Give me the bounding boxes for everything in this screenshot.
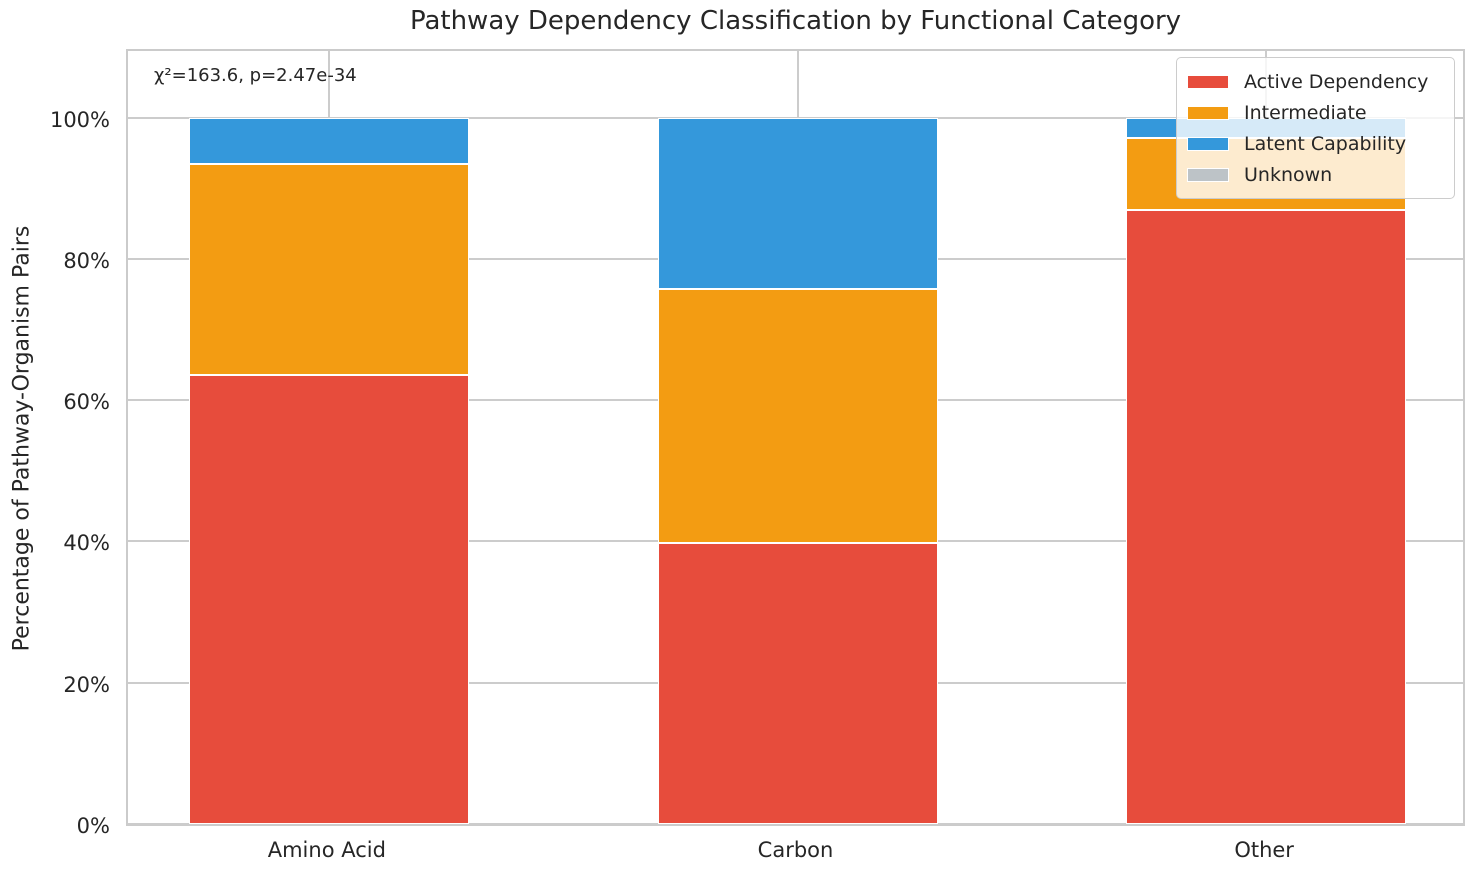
chi-square-annotation: χ²=163.6, p=2.47e-34 bbox=[154, 65, 357, 86]
legend-label-active-dependency: Active Dependency bbox=[1244, 70, 1429, 93]
chart-title: Pathway Dependency Classification by Fun… bbox=[409, 6, 1182, 36]
x-tick-amino-acid: Amino Acid bbox=[267, 838, 386, 862]
legend-patch-active-dependency bbox=[1187, 74, 1229, 89]
legend-patch-unknown bbox=[1187, 167, 1229, 182]
y-tick-100: 100% bbox=[49, 107, 110, 132]
x-tick-other: Other bbox=[1234, 838, 1294, 862]
y-tick-80: 80% bbox=[63, 248, 110, 273]
y-tick-0: 0% bbox=[76, 814, 110, 838]
h-gridline-0 bbox=[128, 823, 1463, 825]
bar-segment-carbon-intermediate bbox=[657, 288, 938, 543]
bar-segment-other-active-dependency bbox=[1126, 210, 1407, 824]
x-tick-carbon: Carbon bbox=[757, 838, 834, 862]
bar-segment-carbon-active-dependency bbox=[657, 542, 938, 824]
legend-label-latent-capability: Latent Capability bbox=[1244, 132, 1407, 155]
legend-row-latent-capability: Latent Capability bbox=[1187, 128, 1444, 159]
legend-label-intermediate: Intermediate bbox=[1244, 101, 1367, 124]
bar-amino-acid bbox=[188, 47, 469, 824]
y-tick-20: 20% bbox=[63, 672, 110, 697]
plot-area: χ²=163.6, p=2.47e-34 Active Dependency In… bbox=[126, 49, 1465, 826]
legend-row-unknown: Unknown bbox=[1187, 159, 1444, 190]
y-tick-60: 60% bbox=[63, 390, 110, 415]
bar-carbon bbox=[657, 47, 938, 824]
legend: Active Dependency Intermediate Latent Capa… bbox=[1176, 57, 1455, 199]
legend-patch-latent-capability bbox=[1187, 136, 1229, 151]
y-tick-40: 40% bbox=[63, 531, 110, 556]
legend-patch-intermediate bbox=[1187, 105, 1229, 120]
bar-segment-amino-acid-intermediate bbox=[188, 163, 469, 376]
legend-row-active-dependency: Active Dependency bbox=[1187, 66, 1444, 97]
bar-segment-carbon-latent-capability bbox=[657, 117, 938, 289]
bar-segment-amino-acid-active-dependency bbox=[188, 375, 469, 824]
legend-label-unknown: Unknown bbox=[1244, 163, 1333, 186]
bar-segment-amino-acid-latent-capability bbox=[188, 117, 469, 164]
legend-row-intermediate: Intermediate bbox=[1187, 97, 1444, 128]
